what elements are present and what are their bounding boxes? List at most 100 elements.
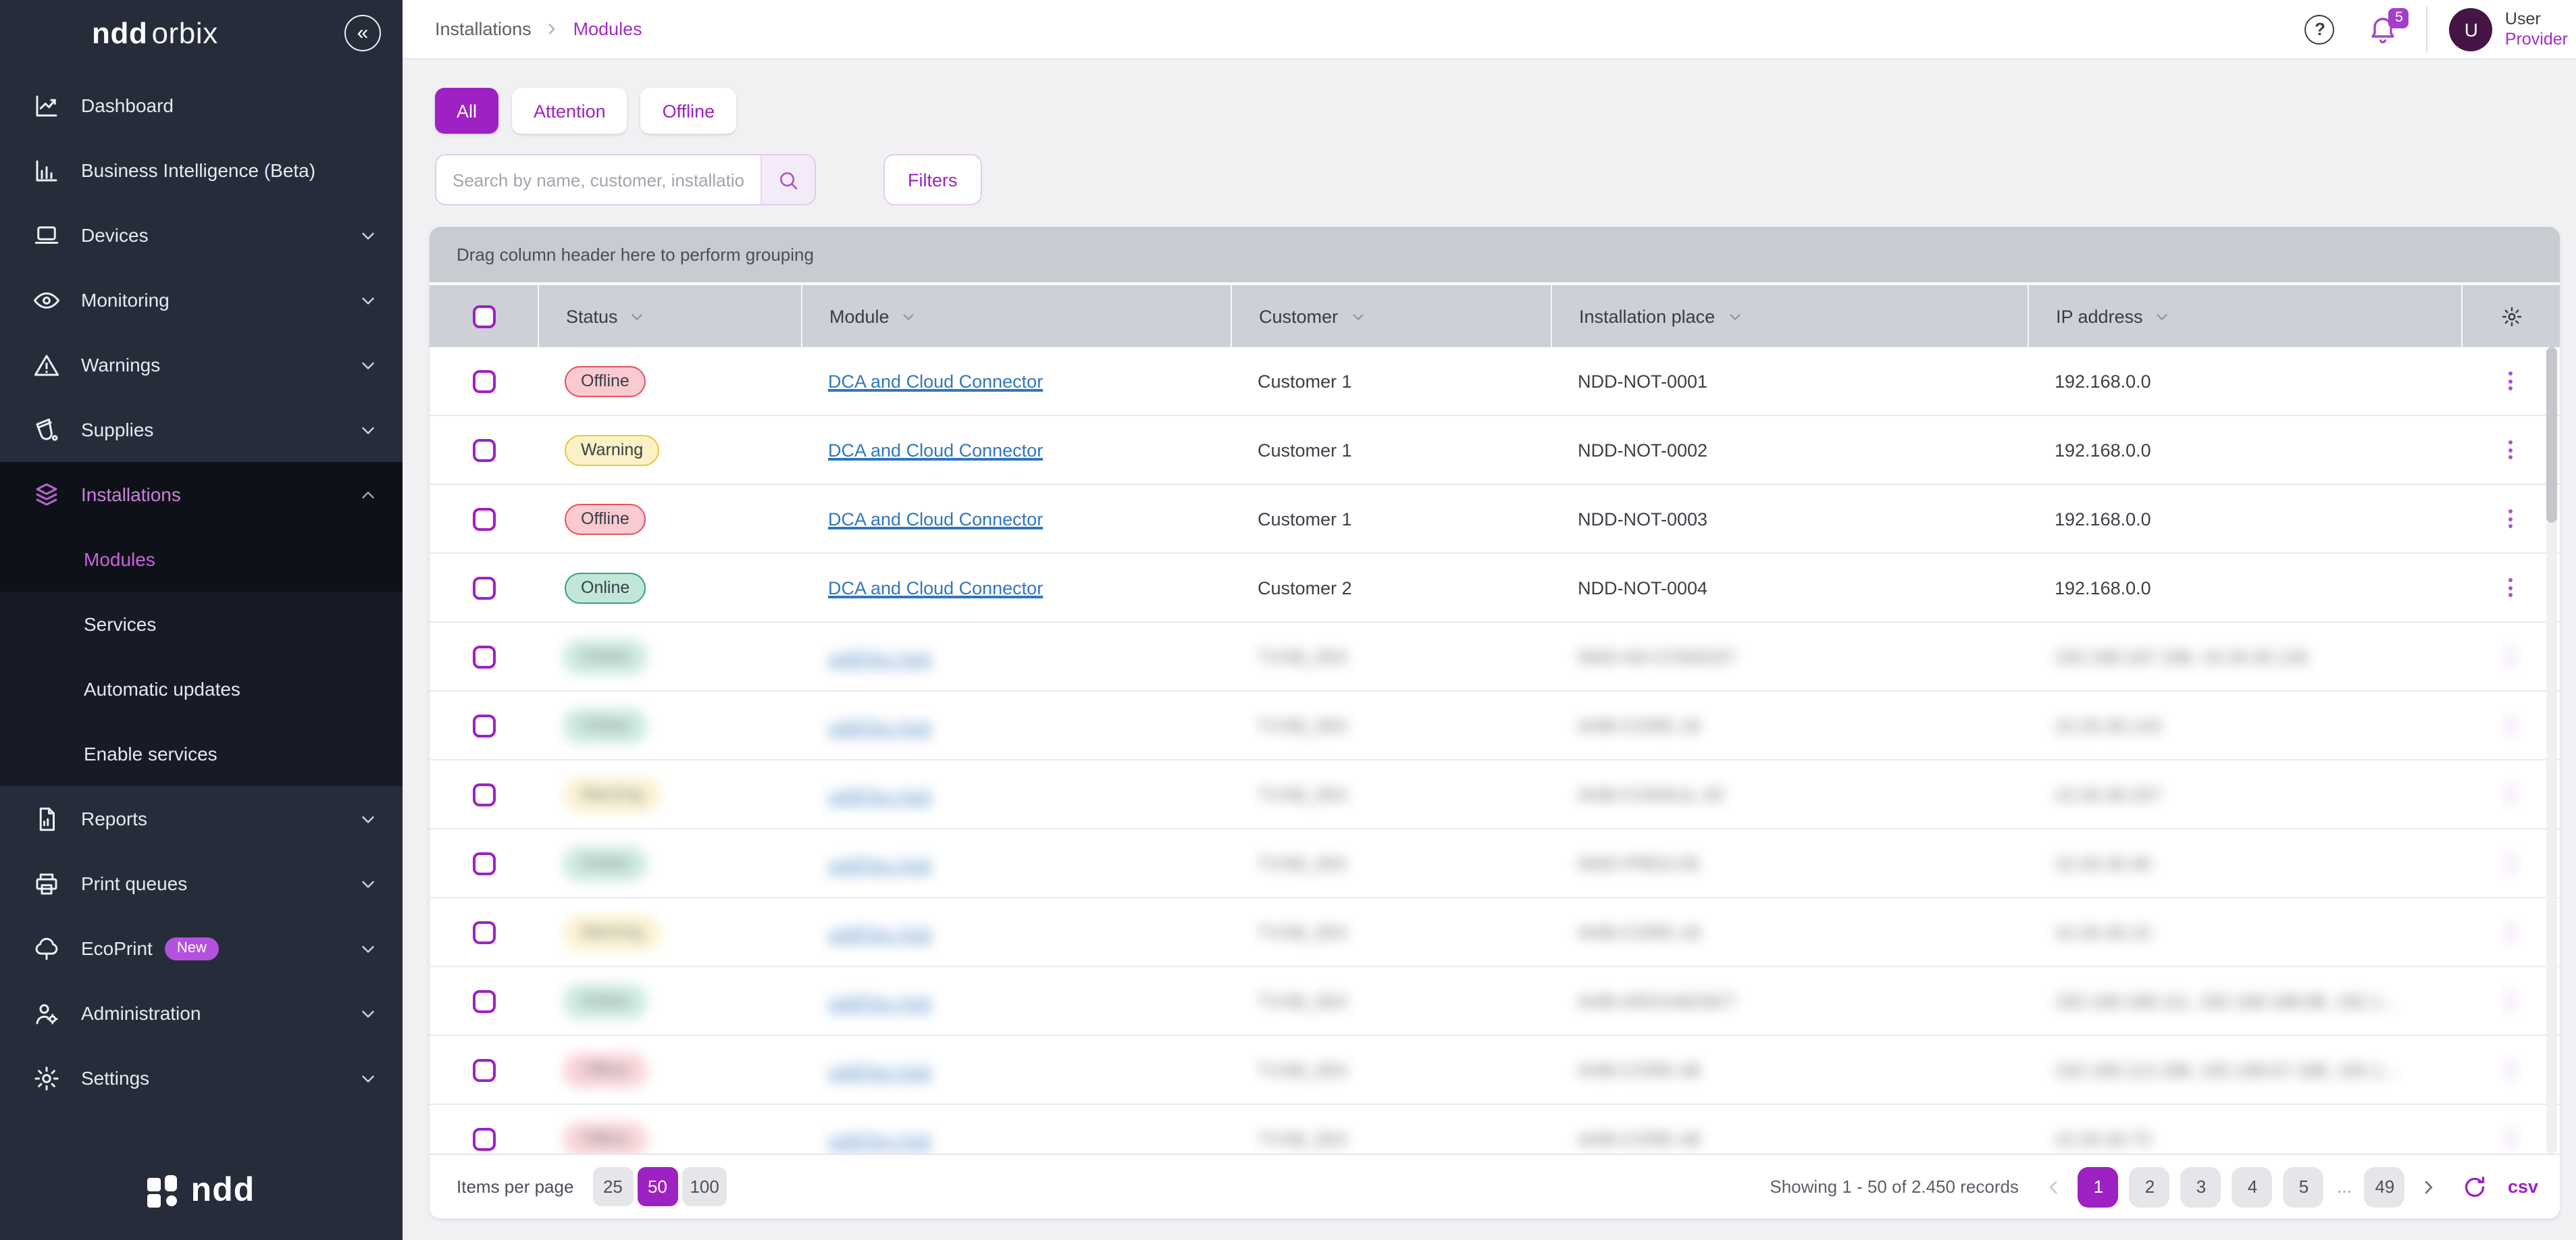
- row-checkbox[interactable]: [472, 507, 495, 530]
- sidebar-item-automatic-updates[interactable]: Automatic updates: [0, 656, 403, 721]
- sidebar-item-services[interactable]: Services: [0, 592, 403, 656]
- row-checkbox[interactable]: [472, 645, 495, 668]
- page-button-5[interactable]: 5: [2283, 1166, 2324, 1207]
- sidebar-item-dashboard[interactable]: Dashboard: [0, 73, 403, 138]
- search-button[interactable]: [761, 155, 815, 204]
- user-menu[interactable]: User Provider: [2505, 9, 2568, 49]
- next-page-chevron-icon[interactable]: [2419, 1176, 2440, 1197]
- status-badge: Warning: [565, 916, 660, 948]
- module-link[interactable]: uddFlex Hub: [828, 991, 932, 1011]
- page-size-100[interactable]: 100: [681, 1167, 727, 1206]
- sidebar-item-label: Dashboard: [81, 95, 174, 116]
- module-link[interactable]: uddFlex Hub: [828, 646, 932, 667]
- row-actions-kebab[interactable]: [2500, 1124, 2521, 1154]
- module-link[interactable]: uddFlex Hub: [828, 784, 932, 804]
- row-actions-kebab[interactable]: [2500, 642, 2521, 671]
- chip-all[interactable]: All: [435, 88, 499, 134]
- sidebar-item-installations[interactable]: Installations: [0, 462, 403, 527]
- module-link[interactable]: uddFlex Hub: [828, 1129, 932, 1149]
- page-size-50[interactable]: 50: [637, 1167, 678, 1206]
- row-actions-kebab[interactable]: [2500, 986, 2521, 1016]
- column-header-status[interactable]: Status: [538, 285, 801, 347]
- row-actions-kebab[interactable]: [2500, 711, 2521, 740]
- row-actions-kebab[interactable]: [2500, 504, 2521, 534]
- notifications-button[interactable]: 5: [2367, 7, 2409, 45]
- row-checkbox[interactable]: [472, 989, 495, 1012]
- page-button-3[interactable]: 3: [2180, 1166, 2221, 1207]
- sidebar-item-monitoring[interactable]: Monitoring: [0, 267, 403, 332]
- row-checkbox[interactable]: [472, 438, 495, 461]
- row-checkbox[interactable]: [472, 576, 495, 599]
- sidebar-item-print-queues[interactable]: Print queues: [0, 851, 403, 916]
- sort-chevron-icon: [1349, 307, 1366, 325]
- scrollbar-thumb[interactable]: [2546, 347, 2557, 523]
- page-size-25[interactable]: 25: [592, 1167, 634, 1206]
- module-link[interactable]: uddFlex Hub: [828, 922, 932, 942]
- page-button-1[interactable]: 1: [2078, 1166, 2119, 1207]
- row-checkbox[interactable]: [472, 1058, 495, 1081]
- row-checkbox[interactable]: [472, 852, 495, 875]
- search-input[interactable]: [436, 155, 761, 204]
- module-link[interactable]: DCA and Cloud Connector: [828, 509, 1044, 529]
- sidebar-item-settings[interactable]: Settings: [0, 1045, 403, 1110]
- installation-place-cell: AHB-CORE-18: [1578, 715, 1701, 735]
- column-header-customer[interactable]: Customer: [1231, 285, 1551, 347]
- layers-icon: [32, 480, 61, 509]
- page-button-2[interactable]: 2: [2129, 1166, 2170, 1207]
- module-link[interactable]: uddFlex Hub: [828, 1060, 932, 1080]
- column-header-installation-place[interactable]: Installation place: [1551, 285, 2028, 347]
- column-header-module[interactable]: Module: [801, 285, 1231, 347]
- module-link[interactable]: DCA and Cloud Connector: [828, 440, 1044, 460]
- row-checkbox[interactable]: [472, 714, 495, 737]
- sidebar-item-business-intelligence[interactable]: Business Intelligence (Beta): [0, 138, 403, 203]
- select-all-checkbox[interactable]: [472, 305, 495, 328]
- sidebar-item-supplies[interactable]: Supplies: [0, 397, 403, 462]
- ip-address-cell: 192.168.113.188, 192.168.67.188, 192.1..…: [2055, 1060, 2398, 1080]
- row-actions-kebab[interactable]: [2500, 435, 2521, 465]
- previous-page-chevron-icon[interactable]: [2043, 1176, 2065, 1197]
- help-button[interactable]: ?: [2304, 14, 2335, 44]
- grouping-drop-zone[interactable]: Drag column header here to perform group…: [430, 227, 2560, 282]
- chip-attention[interactable]: Attention: [512, 88, 627, 134]
- sidebar-collapse-button[interactable]: «: [344, 15, 381, 51]
- column-settings-button[interactable]: [2461, 285, 2560, 347]
- table-row: Online uddFlex Hub TVXB_05X AHB-AROUNDSK…: [430, 967, 2560, 1036]
- export-csv-button[interactable]: csv: [2507, 1177, 2538, 1197]
- refresh-icon[interactable]: [2462, 1173, 2489, 1200]
- user-avatar[interactable]: U: [2449, 7, 2493, 51]
- page-button-4[interactable]: 4: [2232, 1166, 2273, 1207]
- sidebar: ndd orbix « Dashboard Business Intelligen…: [0, 0, 403, 1240]
- sidebar-item-modules[interactable]: Modules: [0, 527, 403, 592]
- sidebar-item-ecoprint[interactable]: EcoPrint New: [0, 916, 403, 981]
- row-actions-kebab[interactable]: [2500, 779, 2521, 809]
- row-actions-kebab[interactable]: [2500, 1055, 2521, 1085]
- row-checkbox[interactable]: [472, 1127, 495, 1150]
- sidebar-item-warnings[interactable]: Warnings: [0, 332, 403, 397]
- column-header-ip-address[interactable]: IP address: [2028, 285, 2461, 347]
- chip-offline[interactable]: Offline: [640, 88, 737, 134]
- sidebar-item-enable-services[interactable]: Enable services: [0, 721, 403, 786]
- row-checkbox[interactable]: [472, 783, 495, 806]
- table-row: Offline uddFlex Hub TVXB_05X AHB-CORE-48…: [430, 1105, 2560, 1154]
- row-actions-kebab[interactable]: [2500, 573, 2521, 602]
- filters-button[interactable]: Filters: [883, 154, 982, 205]
- module-link[interactable]: uddFlex Hub: [828, 853, 932, 873]
- chevron-down-icon: [358, 1068, 378, 1088]
- row-actions-kebab[interactable]: [2500, 848, 2521, 878]
- module-link[interactable]: DCA and Cloud Connector: [828, 371, 1044, 391]
- row-checkbox[interactable]: [472, 369, 495, 392]
- row-actions-kebab[interactable]: [2500, 366, 2521, 396]
- sidebar-item-administration[interactable]: Administration: [0, 981, 403, 1045]
- row-actions-kebab[interactable]: [2500, 917, 2521, 947]
- breadcrumb-modules[interactable]: Modules: [573, 19, 642, 39]
- sidebar-item-devices[interactable]: Devices: [0, 203, 403, 267]
- module-link[interactable]: uddFlex Hub: [828, 715, 932, 735]
- row-checkbox[interactable]: [472, 921, 495, 944]
- module-link[interactable]: DCA and Cloud Connector: [828, 577, 1044, 598]
- page-button-49[interactable]: 49: [2364, 1166, 2405, 1207]
- breadcrumb-installations[interactable]: Installations: [435, 19, 532, 39]
- chevron-down-icon: [358, 225, 378, 245]
- installation-place-cell: NDD-NOT-0003: [1578, 509, 1708, 529]
- table-body: Offline DCA and Cloud Connector Customer…: [430, 347, 2560, 1154]
- sidebar-item-reports[interactable]: Reports: [0, 786, 403, 851]
